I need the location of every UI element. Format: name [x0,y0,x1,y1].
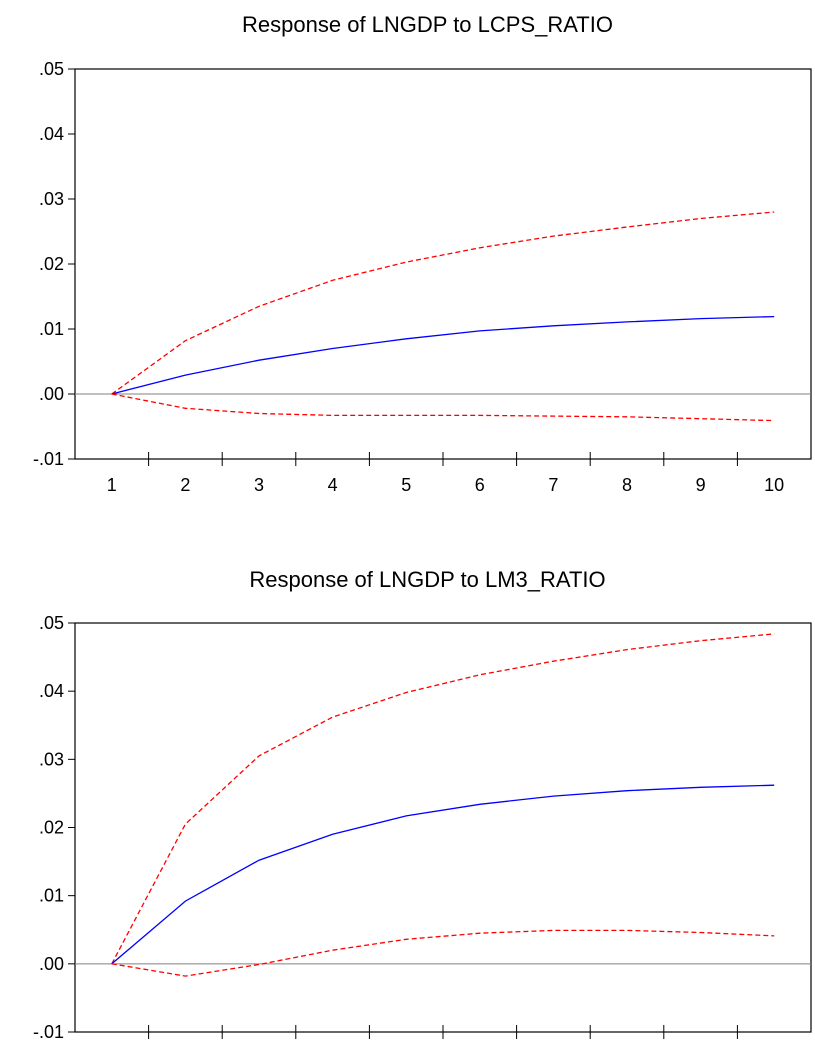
x-tick-label: 2 [180,475,190,495]
x-tick-label: 10 [764,475,784,495]
y-tick-label: .01 [39,319,64,339]
x-tick-label: 1 [107,475,117,495]
series-line-upper [111,211,775,395]
chart-panel-lm3: Response of LNGDP to LM3_RATIO .05 .04 .03… [0,555,815,1049]
y-tick-label: .00 [39,384,64,404]
chart-title: Response of LNGDP to LCPS_RATIO [242,12,613,37]
chart-panel-lcps: Response of LNGDP to LCPS_RATIO .05.04.0… [0,0,815,520]
y-tick-label: .04 [39,124,64,144]
y-tick-label: .03 [39,749,64,769]
chart-plot-lcps: .05 .04 .03 .02 .01 .00 -.01 1 2 3 4 5 6 7 8 9 10 [33,59,812,495]
x-tick-label: 3 [254,475,264,495]
x-tick-label: 9 [696,475,706,495]
series-line-response [111,784,775,965]
y-tick-label: .01 [39,886,64,906]
y-tick-label: .00 [39,954,64,974]
y-tick-label: .05 [39,613,64,633]
series-line-upper [111,633,775,965]
y-tick-label: .04 [39,681,64,701]
x-tick-label: 4 [328,475,338,495]
chart-title: Response of LNGDP to LM3_RATIO [249,567,606,592]
y-tick-label: -.01 [33,449,64,469]
y-tick-label: -.01 [33,1022,64,1042]
y-tick-label: .02 [39,818,64,838]
series-line-response [111,315,775,395]
y-tick-label: .03 [39,189,64,209]
y-tick-label: .02 [39,254,64,274]
x-tick-label: 8 [622,475,632,495]
series-line-lower [111,393,775,422]
x-tick-label: 5 [401,475,411,495]
x-tick-label: 6 [475,475,485,495]
plot-frame [74,68,812,460]
series-line-lower [111,929,775,977]
plot-frame [74,622,812,1033]
y-tick-label: .05 [39,59,64,79]
x-tick-label: 7 [548,475,558,495]
